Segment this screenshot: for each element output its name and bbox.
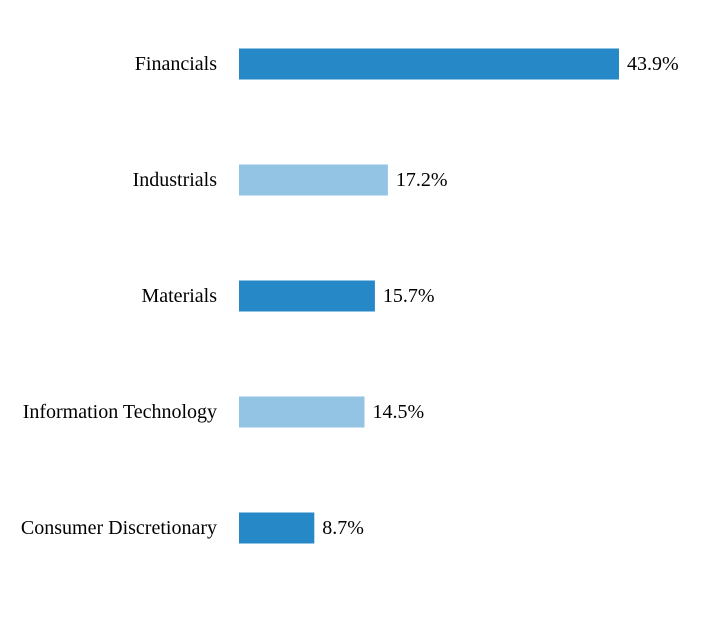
value-label: 15.7% — [383, 285, 435, 307]
bar — [239, 164, 388, 196]
bar — [239, 280, 375, 312]
value-label: 17.2% — [396, 169, 448, 191]
bar — [239, 48, 619, 80]
category-label: Materials — [141, 285, 217, 307]
category-label: Information Technology — [23, 401, 217, 423]
category-label: Industrials — [133, 169, 218, 191]
bar — [239, 512, 315, 544]
value-label: 43.9% — [627, 53, 679, 75]
category-label: Consumer Discretionary — [21, 517, 217, 539]
value-label: 14.5% — [373, 401, 425, 423]
value-label: 8.7% — [322, 517, 364, 539]
category-label: Financials — [135, 53, 217, 75]
bar — [239, 396, 365, 428]
